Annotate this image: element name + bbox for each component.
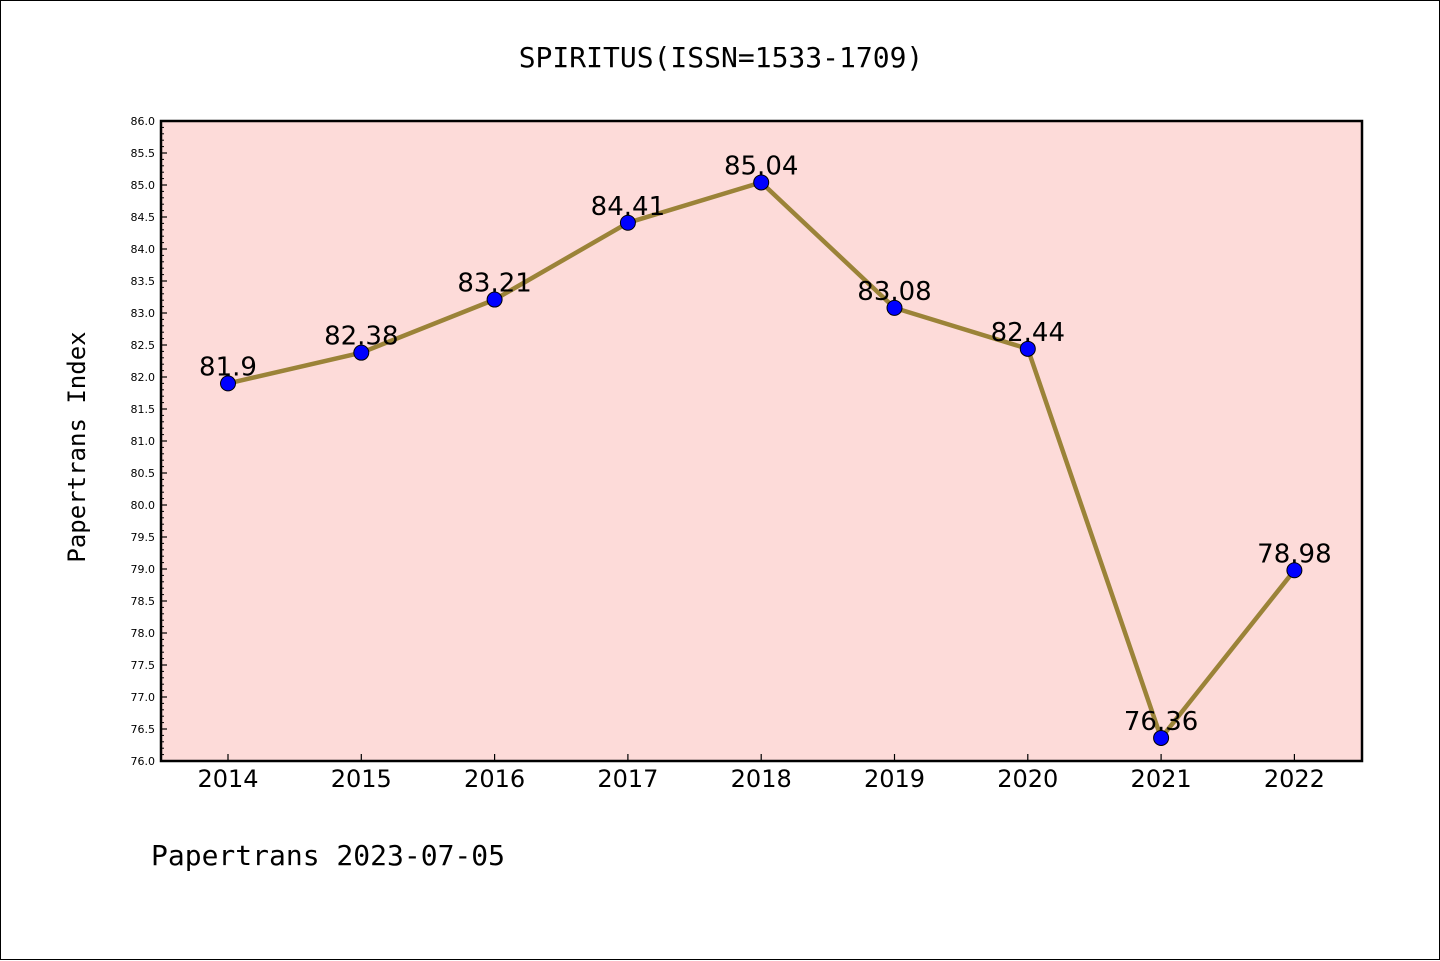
data-label: 83.08: [857, 277, 931, 307]
y-tick-label: 82.0: [131, 371, 156, 384]
data-label: 83.21: [457, 269, 531, 299]
data-label: 82.38: [324, 322, 398, 352]
y-axis-ticks: 76.0 76.5 77.0 77.5 78.0 78.5 79.0 79.5 80.0 80.5…: [131, 115, 167, 768]
footer-text: Papertrans 2023-07-05: [151, 839, 505, 872]
y-tick-label: 82.5: [131, 339, 156, 352]
y-tick-label: 85.5: [131, 147, 156, 160]
data-point: [1019, 340, 1036, 357]
data-point: [1286, 562, 1303, 579]
y-tick-label: 78.0: [131, 627, 156, 640]
data-label: 84.41: [591, 192, 665, 222]
y-tick-label: 79.5: [131, 531, 156, 544]
data-label: 81.9: [199, 352, 257, 382]
y-tick-label: 76.0: [131, 755, 156, 768]
x-tick-label: 2017: [597, 765, 658, 793]
data-label: 82.44: [991, 318, 1065, 348]
y-axis-label: Papertrans Index: [63, 331, 91, 562]
plot-border: [159, 119, 1364, 763]
data-point: [619, 214, 636, 231]
x-tick-label: 2018: [731, 765, 792, 793]
data-point: [1153, 729, 1170, 746]
data-point: [486, 291, 503, 308]
y-tick-label: 84.5: [131, 211, 156, 224]
y-tick-label: 76.5: [131, 723, 156, 736]
y-tick-label: 83.5: [131, 275, 156, 288]
y-tick-label: 78.5: [131, 595, 156, 608]
x-tick-label: 2016: [464, 765, 525, 793]
data-labels: 81.9 82.38 83.21 84.41 85.04 83.08 82.44 76.36 7…: [199, 151, 1332, 737]
data-point: [886, 299, 903, 316]
data-point: [353, 344, 370, 361]
x-tick-label: 2014: [197, 765, 258, 793]
y-tick-label: 77.5: [131, 659, 156, 672]
y-tick-label: 80.0: [131, 499, 156, 512]
series-group: [220, 174, 1303, 746]
x-tick-label: 2022: [1264, 765, 1325, 793]
y-tick-label: 85.0: [131, 179, 156, 192]
y-tick-label: 79.0: [131, 563, 156, 576]
y-tick-label: 81.5: [131, 403, 156, 416]
y-tick-label: 80.5: [131, 467, 156, 480]
x-tick-label: 2019: [864, 765, 925, 793]
y-tick-label: 77.0: [131, 691, 156, 704]
plot-area: [161, 121, 1362, 761]
data-point: [753, 174, 770, 191]
y-tick-label: 86.0: [131, 115, 156, 128]
x-tick-label: 2021: [1131, 765, 1192, 793]
data-label: 85.04: [724, 151, 798, 181]
data-point: [220, 375, 236, 392]
y-tick-label: 83.0: [131, 307, 156, 320]
data-label: 78.98: [1257, 539, 1331, 569]
y-tick-label: 81.0: [131, 435, 156, 448]
y-tick-label: 84.0: [131, 243, 156, 256]
x-tick-label: 2020: [997, 765, 1058, 793]
x-axis-ticks: 2014 2015 2016 2017 2018 2019 2020 2021 2022: [197, 754, 1325, 793]
x-tick-label: 2015: [331, 765, 392, 793]
data-label: 76.36: [1124, 707, 1198, 737]
chart-title: SPIRITUS(ISSN=1533-1709): [519, 41, 924, 74]
